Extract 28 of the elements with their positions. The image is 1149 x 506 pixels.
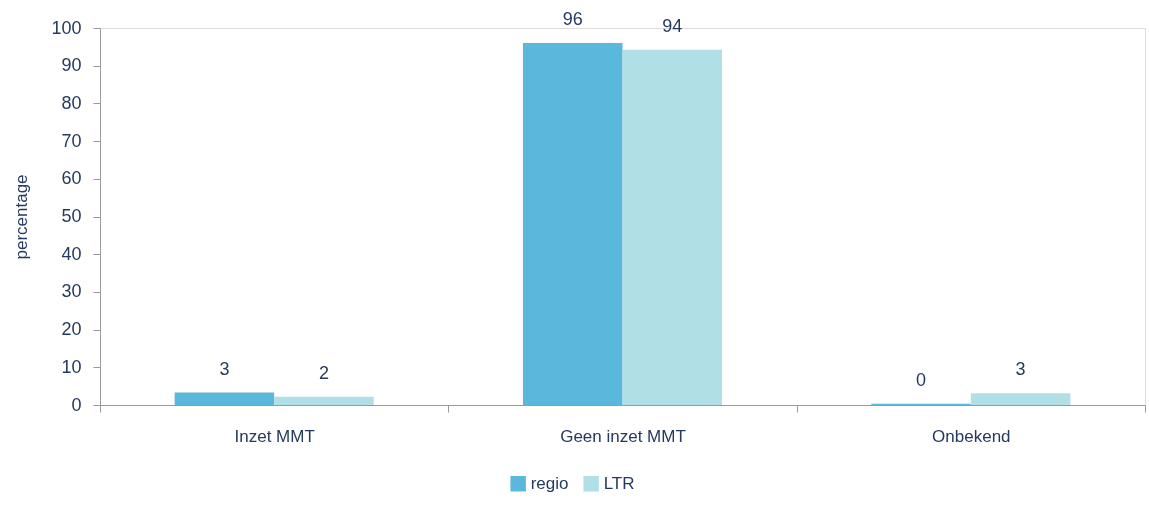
y-tick-label: 60 (61, 168, 82, 189)
bar (174, 392, 275, 405)
bar (622, 49, 723, 405)
data-label: 96 (562, 9, 583, 30)
y-tick-label: 80 (61, 92, 82, 113)
y-tick-label: 10 (61, 356, 82, 377)
y-tick-label: 90 (61, 55, 82, 76)
y-tick-label: 100 (51, 17, 82, 38)
x-tick-label: Onbekend (932, 426, 1011, 446)
y-tick-label: 0 (71, 394, 82, 415)
x-tick-label: Geen inzet MMT (560, 426, 686, 446)
y-tick-label: 20 (61, 319, 82, 340)
y-tick-label: 70 (61, 130, 82, 151)
data-label: 3 (1015, 359, 1026, 380)
bar (274, 396, 374, 405)
bar (970, 393, 1071, 405)
data-label: 94 (662, 15, 683, 36)
y-tick-label: 50 (61, 206, 82, 226)
legend-label: regio (530, 473, 569, 493)
data-label: 2 (318, 362, 329, 383)
x-tick-label: Inzet MMT (234, 426, 315, 446)
data-label: 0 (916, 369, 927, 390)
y-tick-label: 30 (61, 281, 82, 302)
y-tick-label: 40 (61, 243, 82, 264)
data-label: 3 (219, 358, 230, 379)
bar (522, 43, 623, 405)
y-axis-title: percentage (12, 174, 32, 260)
legend-label: LTR (603, 473, 635, 493)
